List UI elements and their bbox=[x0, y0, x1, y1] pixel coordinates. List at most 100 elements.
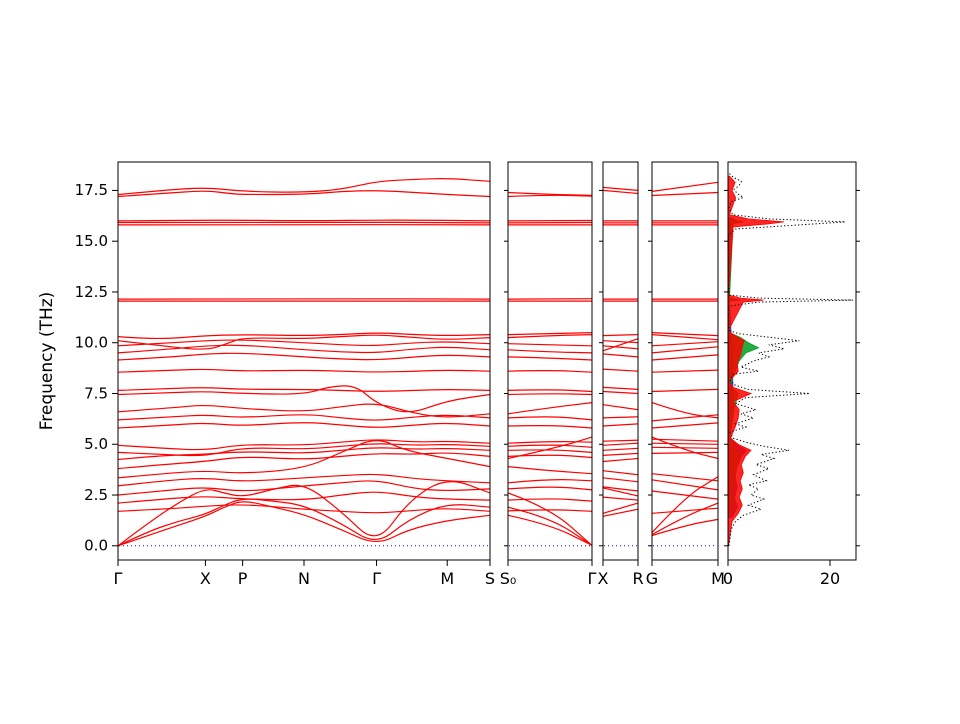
k-point-label: X bbox=[200, 569, 211, 588]
y-tick-label: 15.0 bbox=[75, 232, 108, 250]
band-line bbox=[118, 388, 490, 392]
band-line bbox=[508, 499, 592, 501]
band-line bbox=[603, 346, 638, 349]
band-line bbox=[508, 403, 592, 414]
panel-border bbox=[118, 162, 490, 560]
band-line bbox=[118, 340, 490, 346]
band-line bbox=[508, 417, 592, 420]
band-line bbox=[652, 355, 718, 360]
y-tick-label: 12.5 bbox=[75, 283, 108, 301]
band-line bbox=[652, 182, 718, 191]
band-line bbox=[508, 193, 592, 196]
y-tick-label: 0.0 bbox=[84, 537, 108, 555]
band-line bbox=[508, 344, 592, 346]
band-line bbox=[118, 345, 490, 353]
band-line bbox=[508, 487, 592, 490]
band-line bbox=[118, 482, 490, 546]
y-tick-label: 10.0 bbox=[75, 334, 108, 352]
band-line bbox=[603, 369, 638, 371]
panel-S0-G: S₀ Γ bbox=[500, 162, 597, 588]
band-line bbox=[603, 471, 638, 475]
band-line bbox=[118, 423, 490, 428]
band-line bbox=[652, 342, 718, 346]
k-point-label: R bbox=[632, 569, 643, 588]
band-line bbox=[652, 193, 718, 196]
k-point-label: Γ bbox=[588, 569, 597, 588]
band-line bbox=[652, 447, 718, 448]
band-line bbox=[508, 357, 592, 360]
band-line bbox=[603, 503, 638, 513]
band-line bbox=[652, 452, 718, 453]
band-line bbox=[603, 478, 638, 482]
band-line bbox=[118, 222, 490, 223]
band-line bbox=[652, 443, 718, 444]
band-line bbox=[603, 453, 638, 455]
band-line bbox=[603, 335, 638, 336]
band-line bbox=[118, 492, 490, 503]
band-line bbox=[508, 335, 592, 338]
band-line bbox=[652, 508, 718, 513]
band-line bbox=[118, 353, 490, 360]
band-line bbox=[603, 190, 638, 193]
y-axis-label: Frequency (THz) bbox=[37, 292, 57, 431]
band-line bbox=[603, 387, 638, 389]
band-line bbox=[118, 474, 490, 485]
band-line bbox=[603, 443, 638, 445]
band-line bbox=[603, 497, 638, 500]
k-point-label: S₀ bbox=[500, 569, 517, 588]
band-line bbox=[118, 220, 490, 221]
band-line bbox=[652, 474, 718, 481]
band-line bbox=[603, 440, 638, 441]
band-line bbox=[603, 354, 638, 357]
band-line bbox=[118, 333, 490, 338]
band-line bbox=[603, 187, 638, 190]
panel-G-X-P-N-G-M-S: 0.0 2.5 5.0 7.5 10.0 12.5 15.0 17.5 Γ X P N Γ M S bbox=[75, 162, 495, 588]
band-line bbox=[603, 417, 638, 418]
dos-partial-red-curve bbox=[728, 176, 784, 546]
band-line bbox=[652, 480, 718, 490]
band-line bbox=[508, 394, 592, 395]
band-line bbox=[652, 389, 718, 391]
y-tick-label: 2.5 bbox=[84, 486, 108, 504]
band-line bbox=[508, 455, 592, 457]
band-line bbox=[652, 491, 718, 499]
k-point-label: Γ bbox=[372, 569, 381, 588]
band-line bbox=[652, 370, 718, 372]
band-line bbox=[603, 424, 638, 426]
y-tick-label: 5.0 bbox=[84, 435, 108, 453]
y-tick-label: 7.5 bbox=[84, 384, 108, 402]
band-line bbox=[508, 426, 592, 428]
band-line bbox=[603, 459, 638, 462]
k-point-label: G bbox=[646, 569, 658, 588]
band-line bbox=[508, 480, 592, 483]
band-line bbox=[508, 450, 592, 452]
band-line bbox=[652, 415, 718, 421]
k-point-label: N bbox=[298, 569, 310, 588]
panel-dos: 0 20 bbox=[723, 162, 860, 588]
panel-border bbox=[603, 162, 638, 560]
band-line bbox=[652, 347, 718, 353]
band-line bbox=[603, 392, 638, 394]
band-line bbox=[508, 442, 592, 444]
k-point-label: Γ bbox=[114, 569, 123, 588]
k-point-label: S bbox=[485, 569, 495, 588]
band-line bbox=[652, 503, 718, 534]
band-line bbox=[118, 369, 490, 372]
y-tick-label: 17.5 bbox=[75, 181, 108, 199]
k-point-label: X bbox=[598, 569, 609, 588]
dos-total-curve bbox=[728, 173, 853, 546]
k-point-label: M bbox=[440, 569, 454, 588]
band-line bbox=[603, 509, 638, 516]
band-line bbox=[508, 390, 592, 392]
band-line bbox=[508, 467, 592, 474]
dos-tick-label: 20 bbox=[820, 569, 840, 588]
band-line bbox=[652, 423, 718, 428]
k-point-label: P bbox=[238, 569, 248, 588]
band-line bbox=[118, 481, 490, 495]
dos-tick-label: 0 bbox=[723, 569, 733, 588]
band-line bbox=[508, 445, 592, 447]
